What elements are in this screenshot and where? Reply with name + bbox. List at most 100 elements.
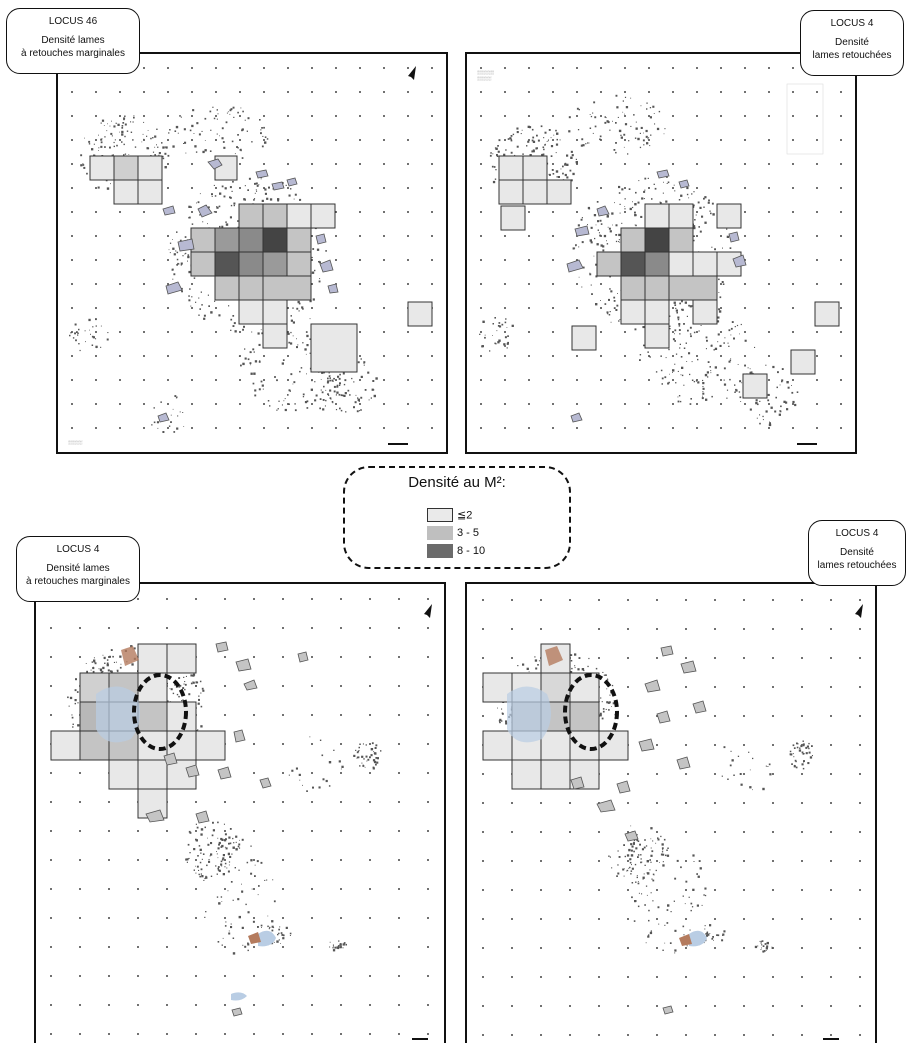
artifact-point xyxy=(631,864,632,866)
grid-dot xyxy=(335,379,337,381)
artifact-point xyxy=(109,125,111,127)
grid-dot xyxy=(696,91,698,93)
artifact-point xyxy=(595,303,598,306)
artifact-point xyxy=(609,856,611,858)
artifact-point xyxy=(771,946,773,948)
grid-dot xyxy=(340,685,342,687)
artifact-point xyxy=(132,121,134,123)
grid-dot xyxy=(720,187,722,189)
artifact-point xyxy=(216,133,218,135)
density-map-bottom-right xyxy=(482,599,863,1040)
artifact-point xyxy=(336,391,339,394)
grid-dot xyxy=(224,859,226,861)
artifact-point xyxy=(617,864,619,866)
density-square-light xyxy=(498,155,524,181)
grid-dot xyxy=(840,403,842,405)
artifact-point xyxy=(221,127,224,130)
grid-dot xyxy=(744,283,746,285)
grid-dot xyxy=(71,283,73,285)
artifact-point xyxy=(801,763,804,766)
artifact-point xyxy=(662,864,665,867)
grid-dot xyxy=(768,427,770,429)
artifact-point xyxy=(72,723,74,725)
artifact-point xyxy=(242,362,245,366)
grid-dot xyxy=(600,115,602,117)
artifact-point xyxy=(370,754,373,757)
artifact-point xyxy=(640,215,643,218)
artifact-point xyxy=(344,392,347,395)
artifact-point xyxy=(666,854,670,857)
grid-dot xyxy=(768,115,770,117)
artifact-point xyxy=(615,94,618,97)
artifact-point xyxy=(227,870,230,873)
north-arrow-icon xyxy=(855,604,863,618)
artifact-point xyxy=(189,852,191,854)
grid-dot xyxy=(239,115,241,117)
artifact-point xyxy=(643,846,646,849)
grid-dot xyxy=(407,355,409,357)
artifact-point xyxy=(667,382,670,385)
grid-dot xyxy=(167,259,169,261)
artifact-point xyxy=(188,217,190,219)
grid-dot xyxy=(215,139,217,141)
grid-dot xyxy=(119,379,121,381)
artifact-point xyxy=(616,875,618,877)
legend-swatch-low xyxy=(427,508,453,522)
artifact-point xyxy=(575,161,578,164)
grid-dot xyxy=(743,715,745,717)
artifact-point xyxy=(224,187,227,190)
artifact-point xyxy=(193,133,195,134)
grid-dot xyxy=(79,1004,81,1006)
grid-dot xyxy=(744,115,746,117)
artifact-point xyxy=(492,335,493,336)
artifact-point xyxy=(566,163,569,166)
artifact-point xyxy=(635,847,638,850)
artifact-point xyxy=(665,357,667,359)
grid-dot xyxy=(427,859,429,861)
artifact-point xyxy=(334,946,337,949)
grid-dot xyxy=(696,67,698,69)
grid-dot xyxy=(552,307,554,309)
artifact-point xyxy=(701,904,703,906)
artifact-point xyxy=(553,134,555,136)
grid-dot xyxy=(431,283,433,285)
artifact-point xyxy=(238,355,241,357)
artifact-point xyxy=(339,946,342,949)
blue-area xyxy=(231,992,247,1001)
artifact-point xyxy=(281,362,284,365)
artifact-point xyxy=(345,943,347,946)
artifact-point xyxy=(535,667,538,670)
artifact-point xyxy=(160,401,162,403)
artifact-point xyxy=(211,193,213,196)
artifact-point xyxy=(212,821,214,824)
grid-dot xyxy=(480,331,482,333)
grid-dot xyxy=(656,831,658,833)
artifact-point xyxy=(683,323,685,325)
density-square-mid xyxy=(190,251,216,277)
grid-dot xyxy=(195,1033,197,1035)
artifact-point xyxy=(119,666,122,669)
grid-dot xyxy=(714,744,716,746)
artifact-point xyxy=(571,667,573,670)
artifact-point xyxy=(68,705,70,707)
artifact-point xyxy=(314,269,316,272)
artifact-point xyxy=(633,841,635,844)
artifact-point xyxy=(100,145,103,148)
artifact-point xyxy=(98,150,99,151)
artifact-point xyxy=(495,169,497,171)
artifact-point xyxy=(506,342,509,345)
grid-dot xyxy=(398,714,400,716)
artifact-point xyxy=(174,684,176,686)
artifact-point xyxy=(505,149,507,151)
artifact-point xyxy=(630,843,633,846)
grid-dot xyxy=(282,772,284,774)
grid-dot xyxy=(830,686,832,688)
grid-dot xyxy=(335,235,337,237)
artifact-point xyxy=(623,146,625,148)
artifact-point xyxy=(795,766,798,769)
grid-dot xyxy=(576,355,578,357)
grid-dot xyxy=(427,888,429,890)
artifact-point xyxy=(490,152,492,154)
artifact-point xyxy=(637,856,639,858)
artifact-point xyxy=(230,329,232,331)
